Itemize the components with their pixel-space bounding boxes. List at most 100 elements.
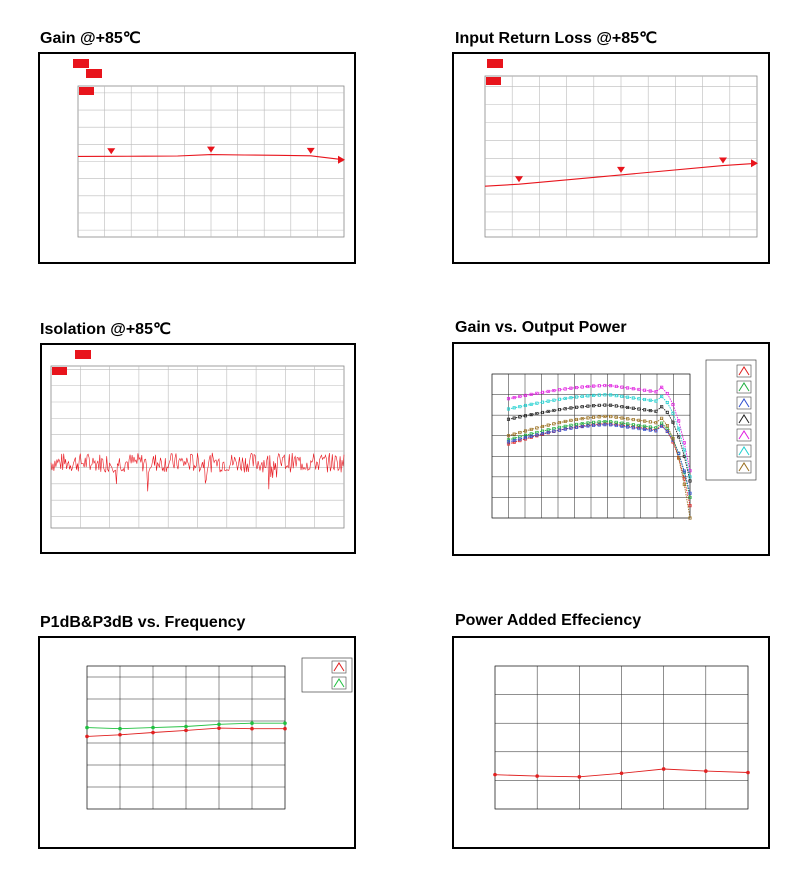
series-point xyxy=(540,424,545,429)
series-point xyxy=(250,721,254,725)
series-point xyxy=(523,403,528,408)
legend-swatch xyxy=(331,660,347,674)
series-line xyxy=(508,385,691,471)
series-point xyxy=(671,411,675,415)
series-point xyxy=(682,448,686,452)
series-point xyxy=(569,406,573,410)
series-point xyxy=(529,427,533,431)
series-point xyxy=(619,771,624,776)
gvp-section-title: Gain vs. Output Power xyxy=(455,319,627,336)
legend-swatch xyxy=(736,380,752,394)
series-point xyxy=(597,403,601,407)
series-point xyxy=(184,728,188,733)
series-point xyxy=(592,404,596,408)
series-point xyxy=(518,430,522,435)
series-point xyxy=(535,426,539,430)
iso-chart xyxy=(50,350,345,529)
series-point xyxy=(671,437,675,441)
gvp-chart-panel xyxy=(452,342,770,556)
series-point xyxy=(671,402,675,407)
legend-swatch xyxy=(736,396,752,410)
series-point xyxy=(609,415,613,419)
series-point xyxy=(529,392,533,396)
series-point xyxy=(586,384,590,389)
legend-symbol xyxy=(738,462,750,472)
series-point xyxy=(665,410,669,414)
legend-symbol xyxy=(738,398,750,408)
series-point xyxy=(575,425,579,429)
iso-section-title: Isolation @+85℃ xyxy=(40,321,171,338)
series-point xyxy=(654,390,658,394)
reference-arrow xyxy=(751,159,758,168)
series-point xyxy=(529,413,533,417)
p1db-chart-panel xyxy=(38,636,356,849)
series-point xyxy=(512,396,516,400)
series-point xyxy=(688,495,692,499)
series-point xyxy=(597,423,601,427)
marker-triangle xyxy=(306,147,315,154)
series-point xyxy=(552,408,556,413)
series-point xyxy=(609,384,613,388)
series-point xyxy=(529,402,533,406)
series-point xyxy=(580,422,584,426)
series-point xyxy=(575,395,579,399)
series-line xyxy=(508,404,691,482)
series-point xyxy=(592,423,596,427)
series-point xyxy=(546,430,550,434)
series-point xyxy=(523,414,528,418)
series-point xyxy=(586,421,590,425)
data-trace xyxy=(50,452,345,492)
series-point xyxy=(614,384,618,388)
series-point xyxy=(580,405,584,409)
legend-symbol xyxy=(738,430,750,440)
series-point xyxy=(563,396,567,401)
series-point xyxy=(586,404,590,408)
series-point xyxy=(563,424,567,428)
series-point xyxy=(648,389,652,393)
series-point xyxy=(637,407,641,411)
data-trace xyxy=(484,162,758,187)
series-point xyxy=(506,397,511,401)
series-point xyxy=(603,420,607,424)
series-point xyxy=(665,424,669,428)
series-point xyxy=(523,429,528,433)
series-point xyxy=(626,395,630,399)
series-point xyxy=(85,734,89,739)
series-point xyxy=(575,405,579,409)
series-point xyxy=(648,425,652,429)
series-point xyxy=(660,385,664,389)
legend-swatch xyxy=(331,676,347,690)
series-point xyxy=(118,726,122,731)
gain-chart xyxy=(73,59,345,238)
series-point xyxy=(609,403,613,407)
series-point xyxy=(506,440,511,444)
sparam-box xyxy=(73,59,89,68)
series-point xyxy=(518,415,522,419)
series-point xyxy=(637,423,641,428)
series-point xyxy=(577,775,582,779)
series-point xyxy=(688,479,692,483)
series-point xyxy=(518,439,522,443)
series-point xyxy=(637,418,641,422)
series-point xyxy=(637,427,641,431)
series-point xyxy=(682,454,686,458)
series-point xyxy=(603,383,607,388)
series-point xyxy=(614,415,618,419)
series-point xyxy=(557,408,562,412)
series-point xyxy=(540,390,545,394)
pae-chart-panel xyxy=(452,636,770,849)
series-point xyxy=(643,408,647,412)
marker-triangle xyxy=(207,146,215,153)
series-point xyxy=(546,399,550,403)
series-point xyxy=(654,409,658,413)
series-point xyxy=(654,429,658,433)
series-point xyxy=(506,434,511,438)
series-point xyxy=(603,393,607,397)
series-point xyxy=(597,415,601,419)
legend-symbol xyxy=(738,446,750,456)
series-point xyxy=(660,405,664,409)
marker-triangle xyxy=(515,176,523,183)
reference-arrow xyxy=(338,155,345,164)
series-point xyxy=(586,424,590,428)
series-point xyxy=(575,417,579,422)
